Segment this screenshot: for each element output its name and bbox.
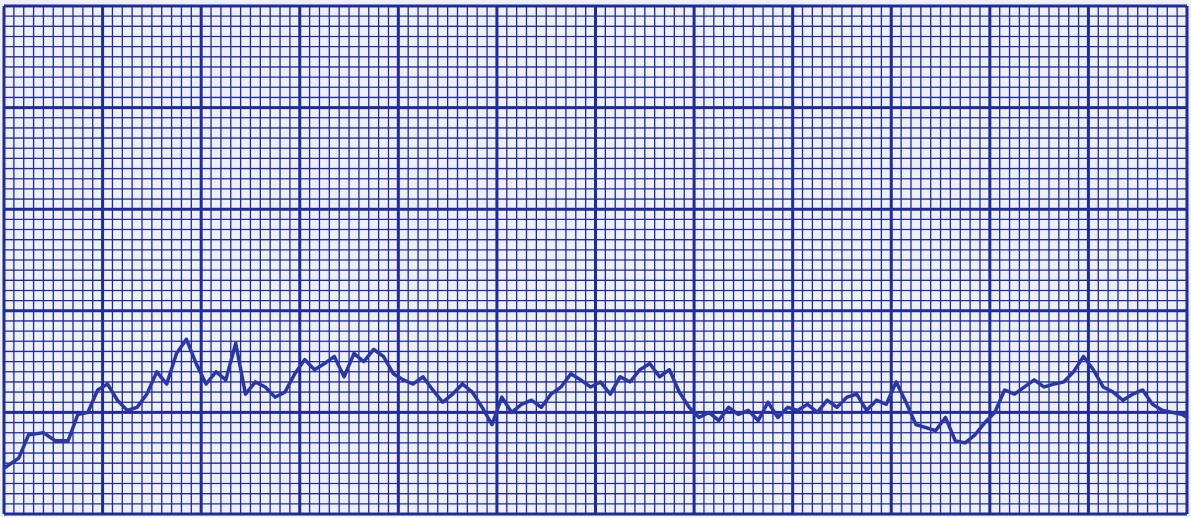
grid-lines [2, 4, 1189, 516]
trace-line [2, 337, 1189, 471]
